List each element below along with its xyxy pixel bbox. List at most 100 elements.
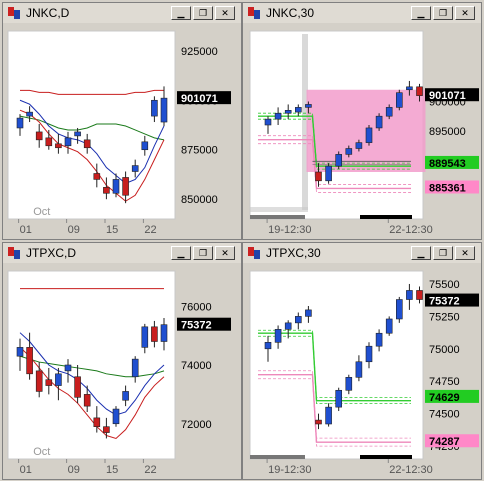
month-label: Oct bbox=[33, 206, 50, 218]
titlebar[interactable]: JTPXC,D ▁ ❐ ✕ bbox=[3, 243, 241, 263]
moving-average-long bbox=[20, 89, 164, 95]
close-button[interactable]: ✕ bbox=[215, 6, 235, 20]
candle-up bbox=[131, 358, 139, 378]
restore-icon: ❐ bbox=[198, 7, 208, 18]
selection-shadow bbox=[250, 207, 308, 212]
candle-up bbox=[131, 165, 139, 172]
chart-app-icon bbox=[7, 246, 21, 260]
candle-down bbox=[315, 171, 322, 182]
candle-up bbox=[355, 361, 363, 378]
candle-up bbox=[26, 111, 33, 117]
y-tick-label: 895000 bbox=[429, 126, 466, 138]
candle-down bbox=[151, 326, 158, 342]
close-icon: ✕ bbox=[221, 247, 229, 258]
titlebar[interactable]: JTPXC,30 ▁ ❐ ✕ bbox=[243, 243, 481, 263]
close-icon: ✕ bbox=[461, 7, 469, 18]
candlestick-chart[interactable]: 76000 74000 72000 01 09 15 22 Oct 75372 bbox=[3, 263, 243, 481]
close-icon: ✕ bbox=[461, 247, 469, 258]
minimize-button[interactable]: ▁ bbox=[411, 6, 431, 20]
band-price-tag bbox=[425, 434, 479, 448]
candle-up bbox=[365, 127, 373, 143]
last-price-tag bbox=[425, 293, 479, 307]
restore-icon: ❐ bbox=[198, 247, 208, 258]
candle-up bbox=[55, 373, 62, 386]
candlestick-chart[interactable]: 90000089500089000088500019-12:3022-12:30… bbox=[243, 23, 483, 241]
chart-app-icon bbox=[7, 6, 21, 20]
candle-up bbox=[294, 107, 302, 113]
candle-down bbox=[55, 143, 62, 149]
window-title: JTPXC,D bbox=[26, 246, 77, 260]
y-tick-label: 74500 bbox=[429, 409, 460, 421]
minimize-icon: ▁ bbox=[417, 247, 425, 258]
candlestick-chart[interactable]: 92500090000087500085000001091522Oct90107… bbox=[3, 23, 243, 241]
close-button[interactable]: ✕ bbox=[455, 6, 475, 20]
candle-up bbox=[160, 97, 168, 123]
x-tick-label: 22-12:30 bbox=[389, 464, 432, 476]
candle-up bbox=[112, 408, 120, 425]
x-tick-label: 09 bbox=[68, 464, 80, 476]
candle-up bbox=[160, 324, 168, 342]
window-jnkc-30min[interactable]: JNKC,30 ▁ ❐ ✕ 90000089500089000088500019… bbox=[242, 2, 482, 240]
y-tick-label: 74000 bbox=[181, 360, 212, 372]
candle-up bbox=[141, 326, 149, 348]
y-tick-label: 75500 bbox=[429, 279, 460, 291]
close-button[interactable]: ✕ bbox=[455, 246, 475, 260]
support-band-pink bbox=[258, 378, 411, 447]
titlebar[interactable]: JNKC,D ▁ ❐ ✕ bbox=[3, 3, 241, 23]
minimize-button[interactable]: ▁ bbox=[171, 6, 191, 20]
restore-button[interactable]: ❐ bbox=[433, 6, 453, 20]
support-band-green bbox=[258, 118, 411, 170]
candle-up bbox=[305, 309, 312, 317]
window-title: JNKC,D bbox=[26, 6, 70, 20]
band-price-label: 74629 bbox=[429, 392, 460, 404]
restore-icon: ❐ bbox=[438, 247, 448, 258]
window-jtpxc-daily[interactable]: JTPXC,D ▁ ❐ ✕ 76000 74000 72000 01 09 15 22 Oct… bbox=[2, 242, 242, 480]
session-bar bbox=[360, 215, 412, 219]
restore-button[interactable]: ❐ bbox=[193, 6, 213, 20]
candle-up bbox=[375, 332, 383, 347]
candle-up bbox=[151, 99, 158, 117]
x-tick-label: 09 bbox=[68, 224, 80, 236]
session-bar bbox=[250, 215, 305, 219]
candle-down bbox=[83, 139, 91, 149]
candle-up bbox=[385, 107, 393, 117]
support-band-pink bbox=[258, 374, 411, 443]
last-price-label: 901071 bbox=[181, 93, 218, 105]
candle-up bbox=[406, 290, 413, 300]
x-tick-label: 15 bbox=[106, 464, 118, 476]
restore-button[interactable]: ❐ bbox=[433, 246, 453, 260]
candle-down bbox=[416, 86, 423, 96]
titlebar[interactable]: JNKC,30 ▁ ❐ ✕ bbox=[243, 3, 481, 23]
candle-up bbox=[396, 299, 403, 320]
x-tick-label: 22 bbox=[144, 464, 156, 476]
window-jtpxc-30min[interactable]: JTPXC,30 ▁ ❐ ✕ 75500 75250 75000 74750 74500… bbox=[242, 242, 482, 480]
candle-up bbox=[345, 377, 353, 391]
x-tick-label: 15 bbox=[106, 224, 118, 236]
candle-up bbox=[122, 391, 129, 401]
minimize-button[interactable]: ▁ bbox=[411, 246, 431, 260]
minimize-button[interactable]: ▁ bbox=[171, 246, 191, 260]
candle-up bbox=[16, 117, 24, 129]
close-button[interactable]: ✕ bbox=[215, 246, 235, 260]
candle-up bbox=[396, 92, 403, 108]
candle-up bbox=[112, 179, 120, 194]
window-jnkc-daily[interactable]: JNKC,D ▁ ❐ ✕ 925000900000875000850000010… bbox=[2, 2, 242, 240]
moving-average-lower bbox=[19, 109, 165, 202]
candle-down bbox=[416, 290, 423, 300]
restore-icon: ❐ bbox=[438, 7, 448, 18]
candle-down bbox=[103, 426, 110, 433]
minimize-icon: ▁ bbox=[417, 7, 425, 18]
x-tick-label: 19-12:30 bbox=[268, 224, 311, 236]
session-bar bbox=[360, 455, 412, 459]
candle-up bbox=[365, 345, 373, 363]
last-price-tag bbox=[177, 317, 231, 331]
y-tick-label: 875000 bbox=[181, 145, 218, 157]
plot-area bbox=[7, 30, 176, 220]
candle-up bbox=[274, 329, 282, 343]
chart-app-icon bbox=[247, 6, 261, 20]
restore-button[interactable]: ❐ bbox=[193, 246, 213, 260]
session-bar bbox=[250, 455, 305, 459]
candlestick-chart[interactable]: 75500752507500074750745007425019-12:3022… bbox=[243, 263, 483, 481]
plot-area bbox=[7, 270, 176, 460]
candle-down bbox=[103, 187, 110, 194]
